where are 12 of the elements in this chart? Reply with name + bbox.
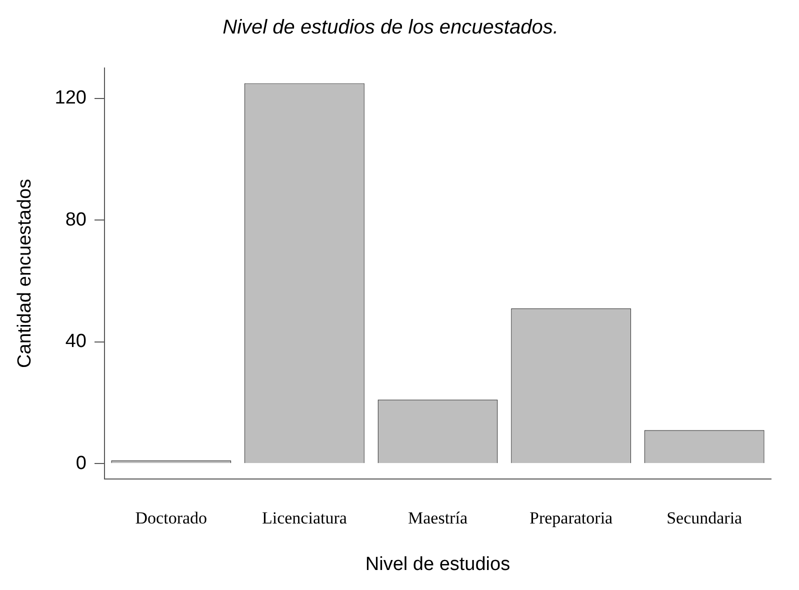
y-tick-label: 80 xyxy=(65,209,86,230)
y-axis-title: Cantidad encuestados xyxy=(14,178,36,368)
x-tick-label: Licenciatura xyxy=(262,508,348,528)
x-tick-label: Doctorado xyxy=(135,508,208,528)
y-tick-label: 120 xyxy=(54,88,86,109)
x-axis-title: Nivel de estudios xyxy=(365,554,510,575)
x-tick-label: Preparatoria xyxy=(530,508,614,528)
x-tick-label: Maestría xyxy=(408,508,468,528)
y-tick-label: 0 xyxy=(76,452,86,474)
y-tick-label: 40 xyxy=(65,331,86,352)
x-tick-label: Secundaria xyxy=(666,508,743,528)
chart-title: Nivel de estudios de los encuestados. xyxy=(222,16,558,39)
